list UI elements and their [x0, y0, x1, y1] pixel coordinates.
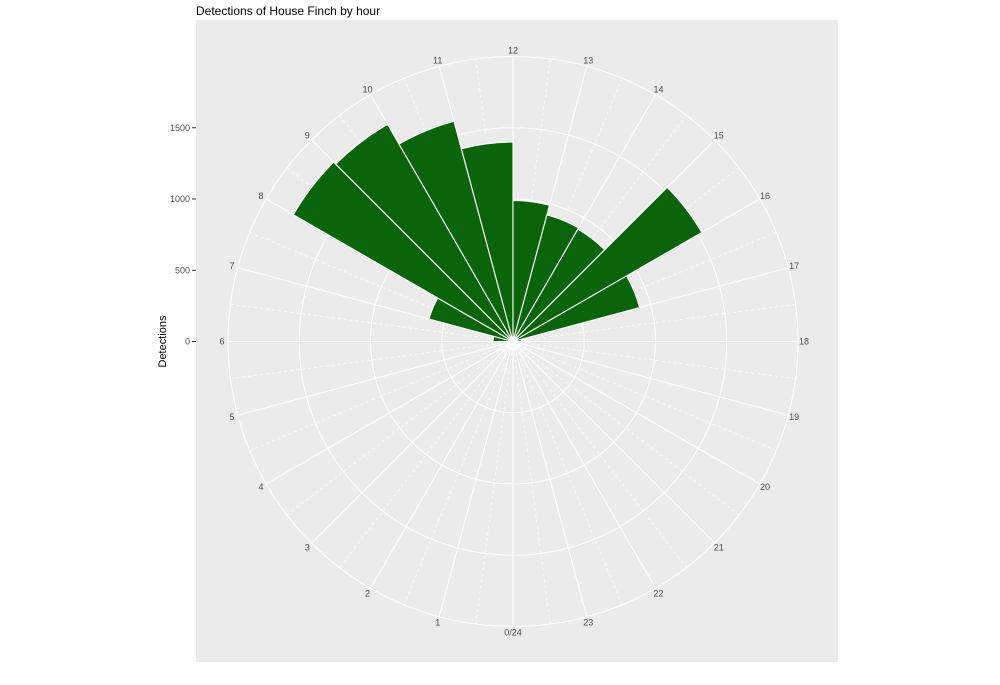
- hour-axis-label: 16: [760, 191, 770, 201]
- hour-spoke-gridline: [512, 340, 789, 416]
- hour-axis-label: 10: [362, 85, 372, 95]
- hour-axis-label: 1: [435, 618, 440, 628]
- hour-axis-label: 2: [365, 589, 370, 599]
- detections-bar-wedge: [512, 275, 641, 343]
- detections-bar-wedge: [512, 338, 523, 343]
- radial-axis-layer: 0 500 1000 1500: [170, 123, 196, 347]
- hour-spoke-gridline: [237, 340, 514, 416]
- hour-axis-label: 22: [653, 589, 663, 599]
- hour-axis-label: 3: [305, 542, 310, 552]
- hour-spoke-gridline: [512, 341, 588, 617]
- hour-axis-label: 17: [789, 261, 799, 271]
- y-axis-tick-label: 500: [175, 265, 190, 275]
- detections-bar-wedge: [398, 120, 514, 343]
- y-axis-title: Detections: [157, 315, 169, 367]
- hour-spoke-gridline: [438, 341, 514, 617]
- y-axis-tick-label: 0: [185, 337, 190, 347]
- hour-axis-label: 15: [714, 131, 724, 141]
- hour-axis-label: 4: [258, 482, 263, 492]
- hour-axis-label: 18: [799, 337, 809, 347]
- hour-axis-label: 14: [653, 85, 663, 95]
- hour-axis-label: 0/24: [504, 628, 522, 638]
- hour-label-layer: 0/24123456789101112131415161718192021222…: [219, 46, 809, 638]
- y-axis-tick-label: 1500: [170, 123, 190, 133]
- hour-axis-label: 19: [789, 412, 799, 422]
- hour-axis-label: 23: [583, 618, 593, 628]
- detections-bar-wedge: [512, 214, 580, 343]
- hour-axis-label: 12: [508, 46, 518, 56]
- hour-spoke-gridline: [512, 341, 715, 544]
- hour-axis-label: 9: [305, 131, 310, 141]
- detections-bar-wedge: [292, 161, 514, 343]
- detections-bar-wedge: [460, 141, 514, 343]
- detections-bar-wedge: [512, 186, 703, 343]
- bar-layer: [292, 120, 703, 343]
- hour-spoke-gridline: [370, 341, 514, 589]
- hour-axis-label: 11: [433, 55, 442, 65]
- detections-bar-wedge: [335, 123, 514, 343]
- hour-axis-label: 21: [714, 542, 724, 552]
- hour-axis-label: 5: [229, 412, 234, 422]
- hour-axis-label: 13: [583, 55, 593, 65]
- hour-axis-label: 6: [219, 337, 224, 347]
- hour-spoke-gridline: [311, 341, 514, 544]
- hour-axis-label: 20: [760, 482, 770, 492]
- hour-axis-label: 7: [229, 261, 234, 271]
- hour-spoke-gridline: [512, 341, 656, 589]
- hour-spoke-gridline: [512, 341, 761, 485]
- y-axis-tick-label: 1000: [170, 194, 190, 204]
- hour-axis-label: 8: [258, 191, 263, 201]
- hour-spoke-gridline: [265, 341, 514, 485]
- chart-title: Detections of House Finch by hour: [196, 4, 380, 18]
